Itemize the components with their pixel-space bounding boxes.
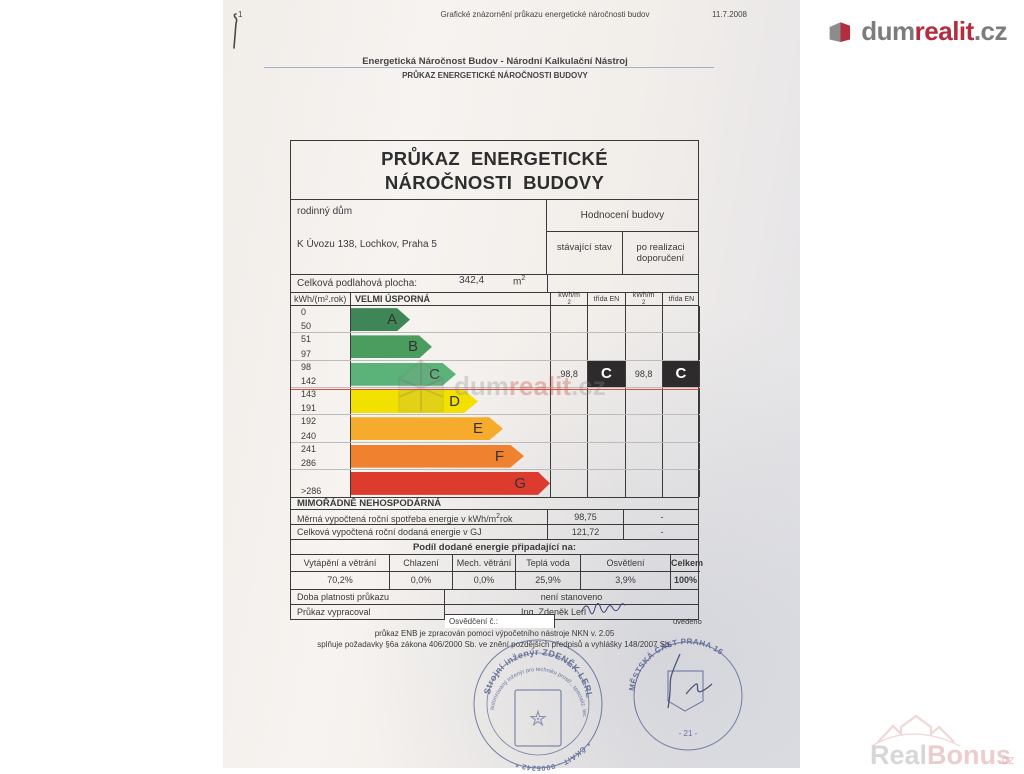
svg-text:RealBonus: RealBonus [870,740,1011,768]
svg-text:✮: ✮ [529,706,547,731]
svg-text:.cz: .cz [998,752,1015,767]
svg-text:* ČKAIT - 0005242 *: * ČKAIT - 0005242 * [514,740,592,773]
svg-text:- 21 -: - 21 - [679,729,698,738]
svg-text:MĚSTSKÁ ČÁST PRAHA 16: MĚSTSKÁ ČÁST PRAHA 16 [628,637,725,692]
svg-text:autorizovaný inženýr pro techn: autorizovaný inženýr pro techniku prostř… [468,634,587,717]
